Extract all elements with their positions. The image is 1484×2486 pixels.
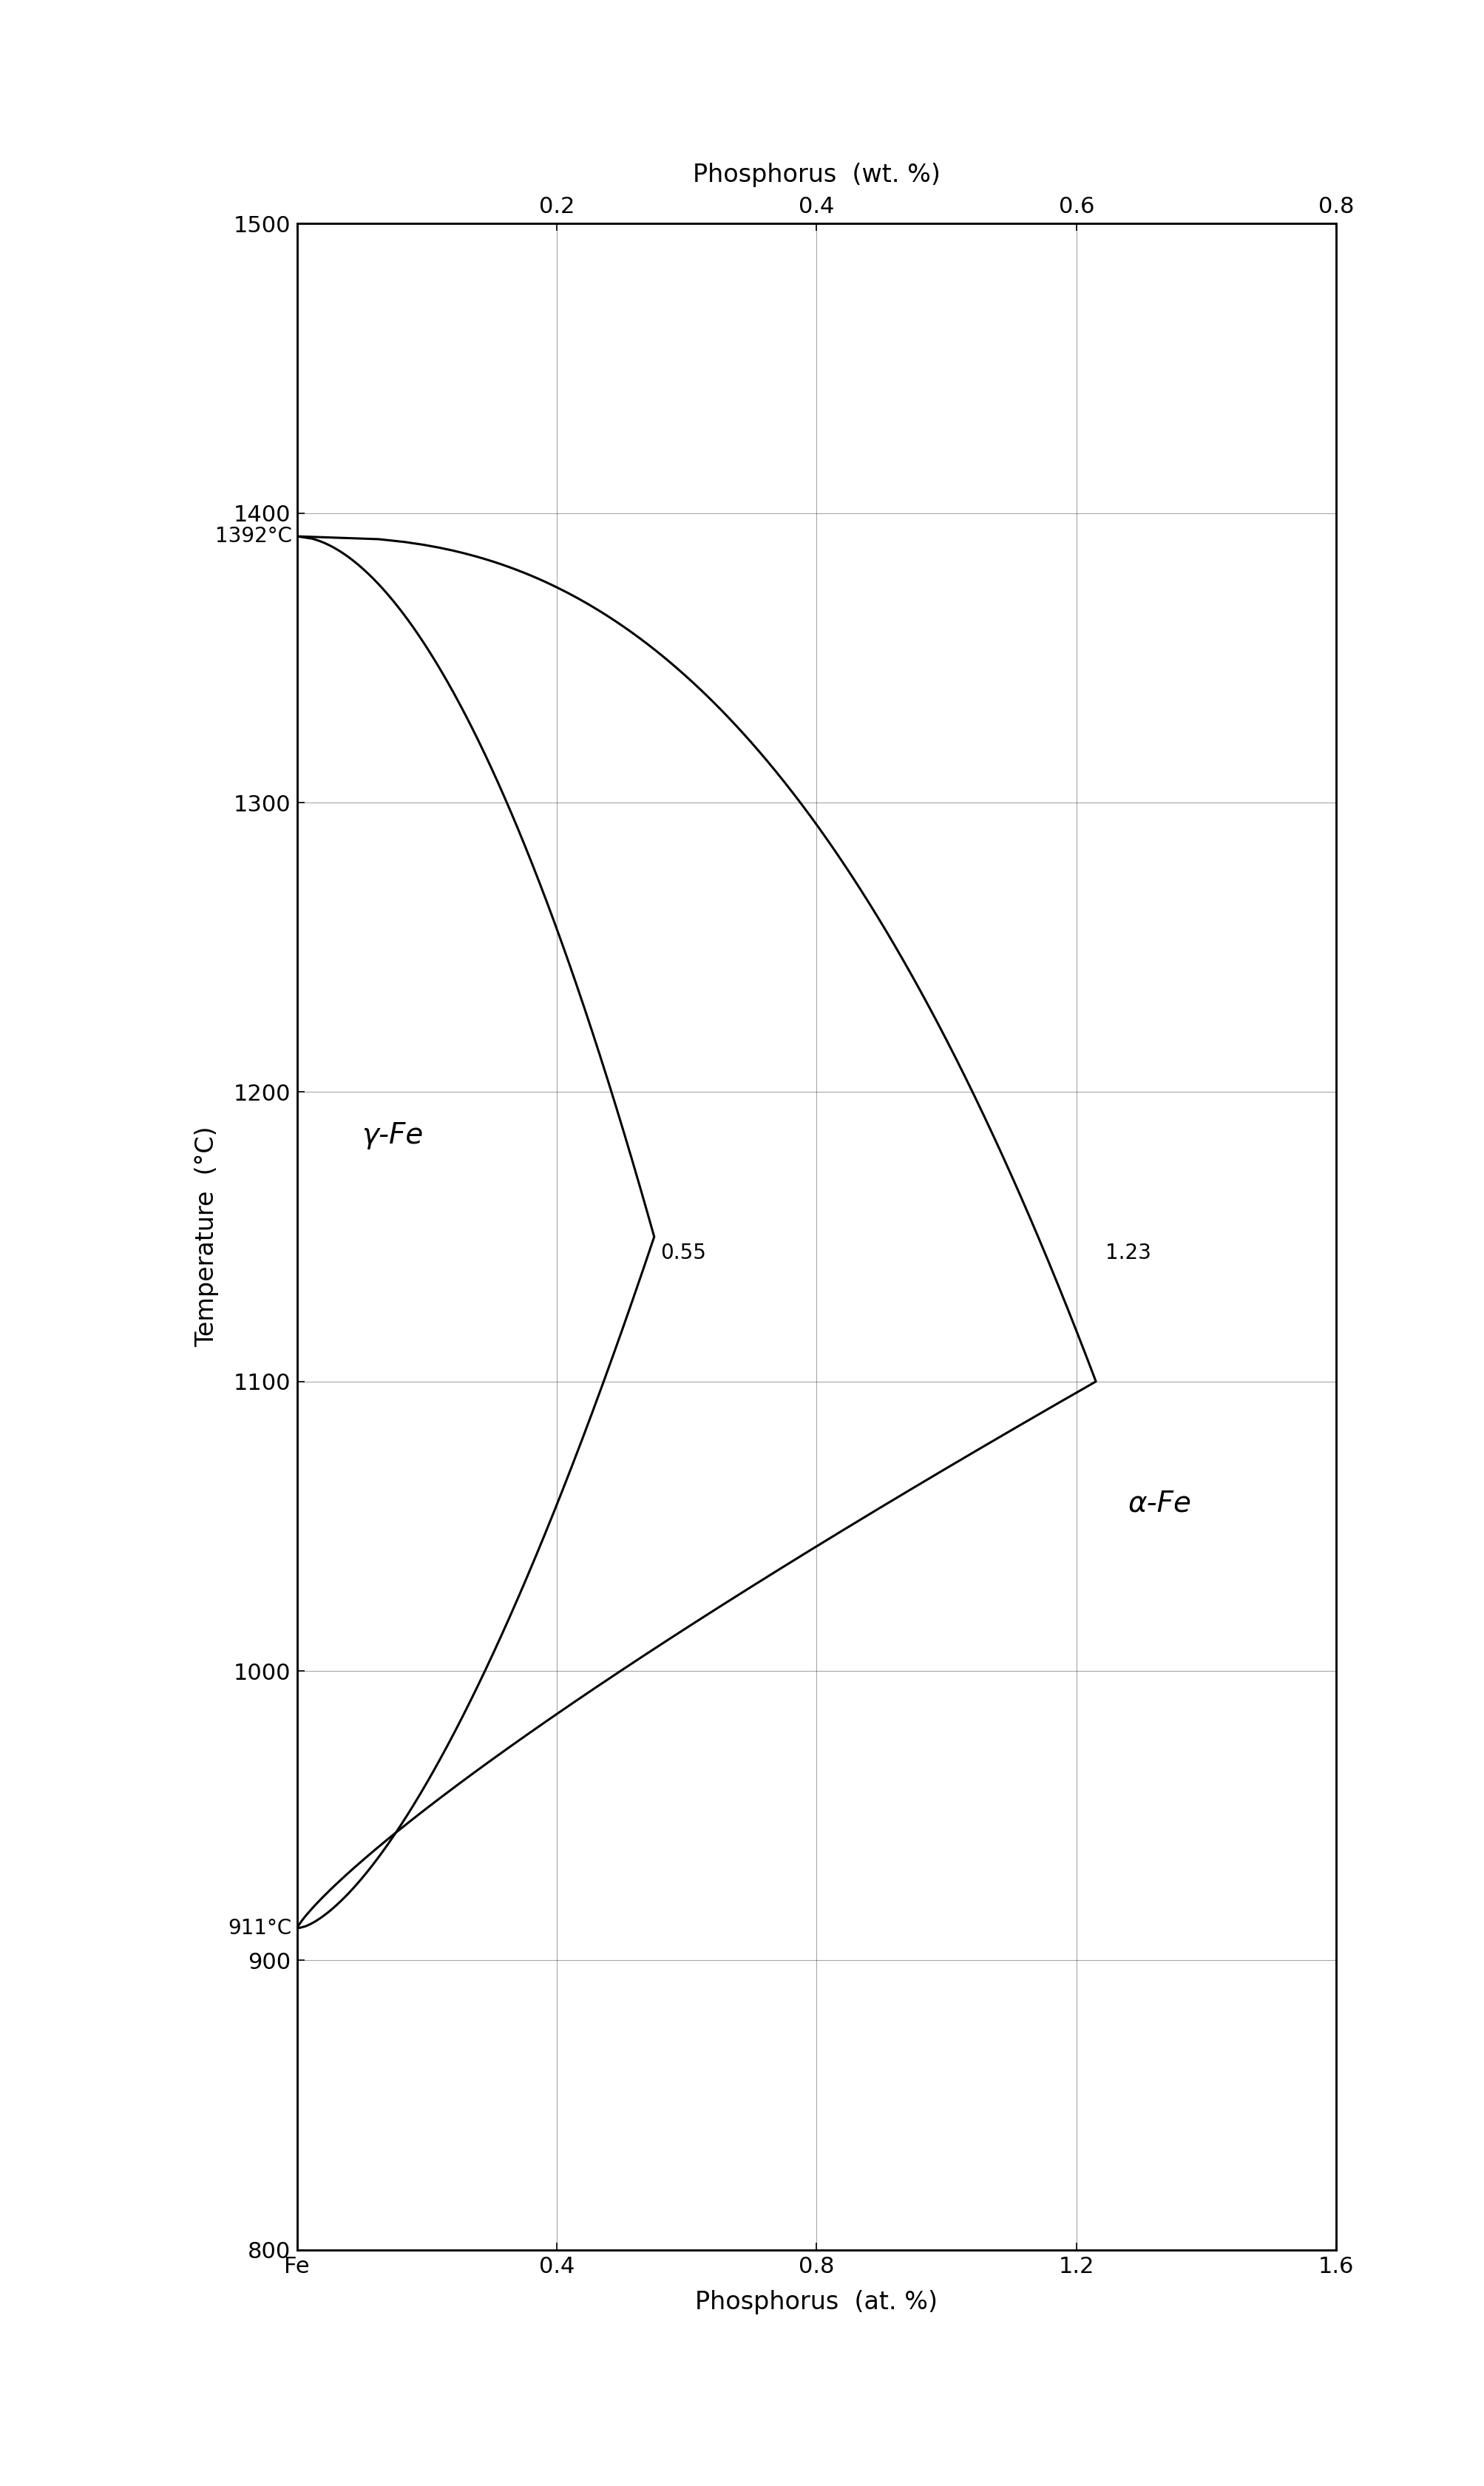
Text: α-Fe: α-Fe (1128, 1489, 1192, 1516)
Text: 1392°C: 1392°C (215, 527, 292, 547)
Text: 0.55: 0.55 (660, 1243, 706, 1263)
Text: 911°C: 911°C (229, 1919, 292, 1939)
Y-axis label: Temperature  (°C): Temperature (°C) (194, 1126, 220, 1347)
Text: 1.23: 1.23 (1106, 1243, 1152, 1263)
Text: γ-Fe: γ-Fe (362, 1121, 423, 1149)
X-axis label: Phosphorus  (wt. %): Phosphorus (wt. %) (693, 162, 939, 186)
X-axis label: Phosphorus  (at. %): Phosphorus (at. %) (695, 2290, 938, 2314)
